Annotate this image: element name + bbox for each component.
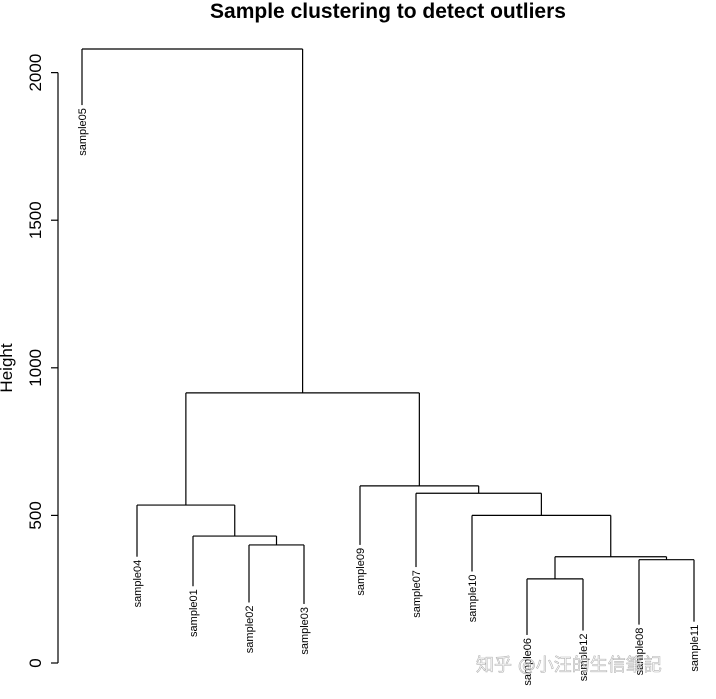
leaf-label-sample03: sample03 <box>299 607 311 655</box>
leaf-label-sample12: sample12 <box>578 634 590 682</box>
y-tick-label: 500 <box>26 501 45 529</box>
leaf-label-sample01: sample01 <box>188 589 200 637</box>
leaf-labels: sample05 sample04 sample01 sample02 sample03… <box>77 108 701 686</box>
y-tick-label: 2000 <box>26 54 45 92</box>
leaf-label-sample04: sample04 <box>132 560 144 608</box>
leaf-label-sample07: sample07 <box>411 570 423 618</box>
chart-title: Sample clustering to detect outliers <box>210 0 566 23</box>
leaf-label-sample06: sample06 <box>522 638 534 686</box>
leaf-label-sample05: sample05 <box>77 108 89 156</box>
leaf-label-sample02: sample02 <box>244 605 256 653</box>
leaf-label-sample11: sample11 <box>689 625 701 672</box>
dendrogram-branches <box>81 48 695 635</box>
y-tick-label: 1500 <box>26 201 45 239</box>
watermark-text: 知乎 @小汪的生信筆記 <box>476 655 662 676</box>
leaf-label-sample10: sample10 <box>467 574 479 622</box>
y-axis: 0 500 1000 1500 2000 <box>26 54 59 668</box>
y-tick-label: 0 <box>26 658 45 667</box>
leaf-label-sample08: sample08 <box>634 628 646 676</box>
y-tick-label: 1000 <box>26 349 45 387</box>
y-axis-label: Height <box>0 343 16 392</box>
leaf-label-sample09: sample09 <box>355 548 367 596</box>
